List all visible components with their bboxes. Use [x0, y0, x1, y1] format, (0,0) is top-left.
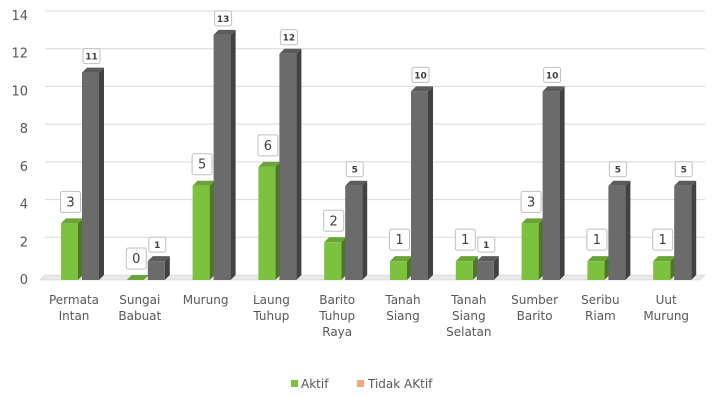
- svg-text:5: 5: [198, 158, 206, 173]
- bars: [61, 29, 697, 280]
- data-label-tidak-aktif-laung-tuhup: 12: [279, 29, 298, 46]
- data-label-tidak-aktif-barito-tuhup-raya: 5: [345, 161, 364, 178]
- data-label-aktif-tanah-siang: 1: [389, 228, 410, 251]
- y-tick-label: 10: [11, 84, 28, 99]
- svg-text:1: 1: [659, 233, 667, 248]
- y-tick-label: 2: [20, 235, 28, 250]
- svg-text:1: 1: [461, 233, 469, 248]
- svg-text:3: 3: [66, 195, 74, 210]
- bar-aktif-tanah-siang: [390, 256, 412, 280]
- data-label-tidak-aktif-murung: 13: [214, 10, 233, 27]
- y-tick-label: 0: [20, 273, 28, 288]
- x-tick-label-laung-tuhup: Laung Tuhup: [252, 293, 289, 323]
- data-label-aktif-laung-tuhup: 6: [257, 134, 279, 157]
- y-tick-label: 14: [11, 9, 28, 24]
- bar-aktif-uut-murung: [653, 256, 676, 280]
- data-label-aktif-sumber-barito: 3: [520, 190, 542, 213]
- bar-tidak-aktif-permata-intan: [82, 67, 104, 280]
- legend-label-tidak-aktif: Tidak AKtif: [367, 377, 433, 391]
- bar-aktif-sumber-barito: [521, 218, 544, 280]
- data-label-tidak-aktif-tanah-siang: 10: [411, 66, 430, 83]
- bar-aktif-sungai-babuat: [126, 275, 149, 280]
- legend-swatch-aktif: [291, 380, 298, 387]
- x-tick-label-barito-tuhup-raya: Barito Tuhup Raya: [318, 293, 355, 339]
- y-tick-label: 8: [20, 122, 28, 137]
- data-label-aktif-permata-intan: 3: [60, 190, 81, 213]
- data-label-aktif-seribu-riam: 1: [586, 228, 608, 251]
- data-label-tidak-aktif-permata-intan: 11: [82, 48, 101, 65]
- x-tick-label-murung: Murung: [183, 293, 229, 307]
- bar-aktif-barito-tuhup-raya: [324, 237, 347, 280]
- x-tick-label-sungai-babuat: Sungai Babuat: [118, 293, 161, 323]
- legend-swatch-tidak-aktif: [357, 380, 364, 387]
- data-label-aktif-tanah-siang-selatan: 1: [454, 228, 476, 251]
- bar-tidak-aktif-tanah-siang-selatan: [476, 256, 499, 280]
- data-label-aktif-sungai-babuat: 0: [125, 247, 147, 270]
- y-tick-label: 6: [20, 160, 28, 175]
- svg-text:5: 5: [615, 166, 621, 176]
- bar-tidak-aktif-laung-tuhup: [279, 48, 302, 280]
- bar-tidak-aktif-sungai-babuat: [147, 256, 170, 280]
- x-tick-label-tanah-siang: Tanah Siang: [384, 293, 420, 323]
- svg-text:5: 5: [681, 166, 687, 176]
- svg-text:5: 5: [352, 166, 358, 176]
- bar-aktif-murung: [192, 180, 215, 280]
- svg-text:1: 1: [395, 233, 403, 248]
- bar-aktif-seribu-riam: [587, 256, 610, 280]
- x-tick-label-permata-intan: Permata Intan: [49, 293, 99, 323]
- svg-text:12: 12: [283, 34, 296, 44]
- svg-text:1: 1: [483, 241, 489, 251]
- data-label-aktif-barito-tuhup-raya: 2: [323, 209, 345, 232]
- bar-aktif-laung-tuhup: [258, 161, 281, 280]
- bar-tidak-aktif-barito-tuhup-raya: [345, 180, 368, 280]
- data-label-tidak-aktif-tanah-siang-selatan: 1: [477, 236, 496, 253]
- svg-text:1: 1: [593, 233, 601, 248]
- bar-aktif-permata-intan: [61, 218, 83, 280]
- legend-label-aktif: Aktif: [301, 377, 329, 391]
- data-label-tidak-aktif-seribu-riam: 5: [608, 161, 627, 178]
- x-axis-categories: Permata Intan Sungai Babuat Murung Laung Tuhup…: [49, 293, 689, 339]
- bar-tidak-aktif-tanah-siang: [411, 86, 433, 280]
- data-label-tidak-aktif-sungai-babuat: 1: [148, 236, 167, 253]
- y-axis-ticks: 0 2 4 6 8 10 12 14: [11, 9, 28, 288]
- data-label-aktif-uut-murung: 1: [652, 228, 674, 251]
- data-label-aktif-murung: 5: [191, 153, 213, 176]
- bar-tidak-aktif-seribu-riam: [608, 180, 631, 280]
- svg-text:6: 6: [264, 139, 272, 154]
- x-tick-label-sumber-barito: Sumber Barito: [511, 293, 558, 323]
- svg-text:3: 3: [527, 195, 535, 210]
- svg-text:2: 2: [330, 214, 338, 229]
- bar-aktif-tanah-siang-selatan: [455, 256, 478, 280]
- bar-tidak-aktif-murung: [213, 29, 236, 280]
- data-label-tidak-aktif-uut-murung: 5: [674, 161, 693, 178]
- svg-text:0: 0: [132, 252, 140, 267]
- x-tick-label-uut-murung: Uut Murung: [643, 293, 689, 323]
- y-tick-label: 4: [20, 198, 28, 213]
- legend: Aktif Tidak AKtif: [291, 377, 433, 391]
- svg-text:11: 11: [85, 53, 98, 63]
- svg-text:10: 10: [546, 71, 559, 81]
- x-tick-label-seribu-riam: Seribu Riam: [581, 293, 620, 323]
- y-tick-label: 12: [11, 47, 28, 62]
- bar-tidak-aktif-uut-murung: [674, 180, 697, 280]
- x-tick-label-tanah-siang-selatan: Tanah Siang Selatan: [446, 293, 491, 339]
- svg-text:1: 1: [154, 241, 160, 251]
- svg-text:10: 10: [414, 71, 427, 81]
- svg-text:13: 13: [217, 15, 230, 25]
- bar-tidak-aktif-sumber-barito: [542, 86, 565, 280]
- data-label-tidak-aktif-sumber-barito: 10: [543, 66, 562, 83]
